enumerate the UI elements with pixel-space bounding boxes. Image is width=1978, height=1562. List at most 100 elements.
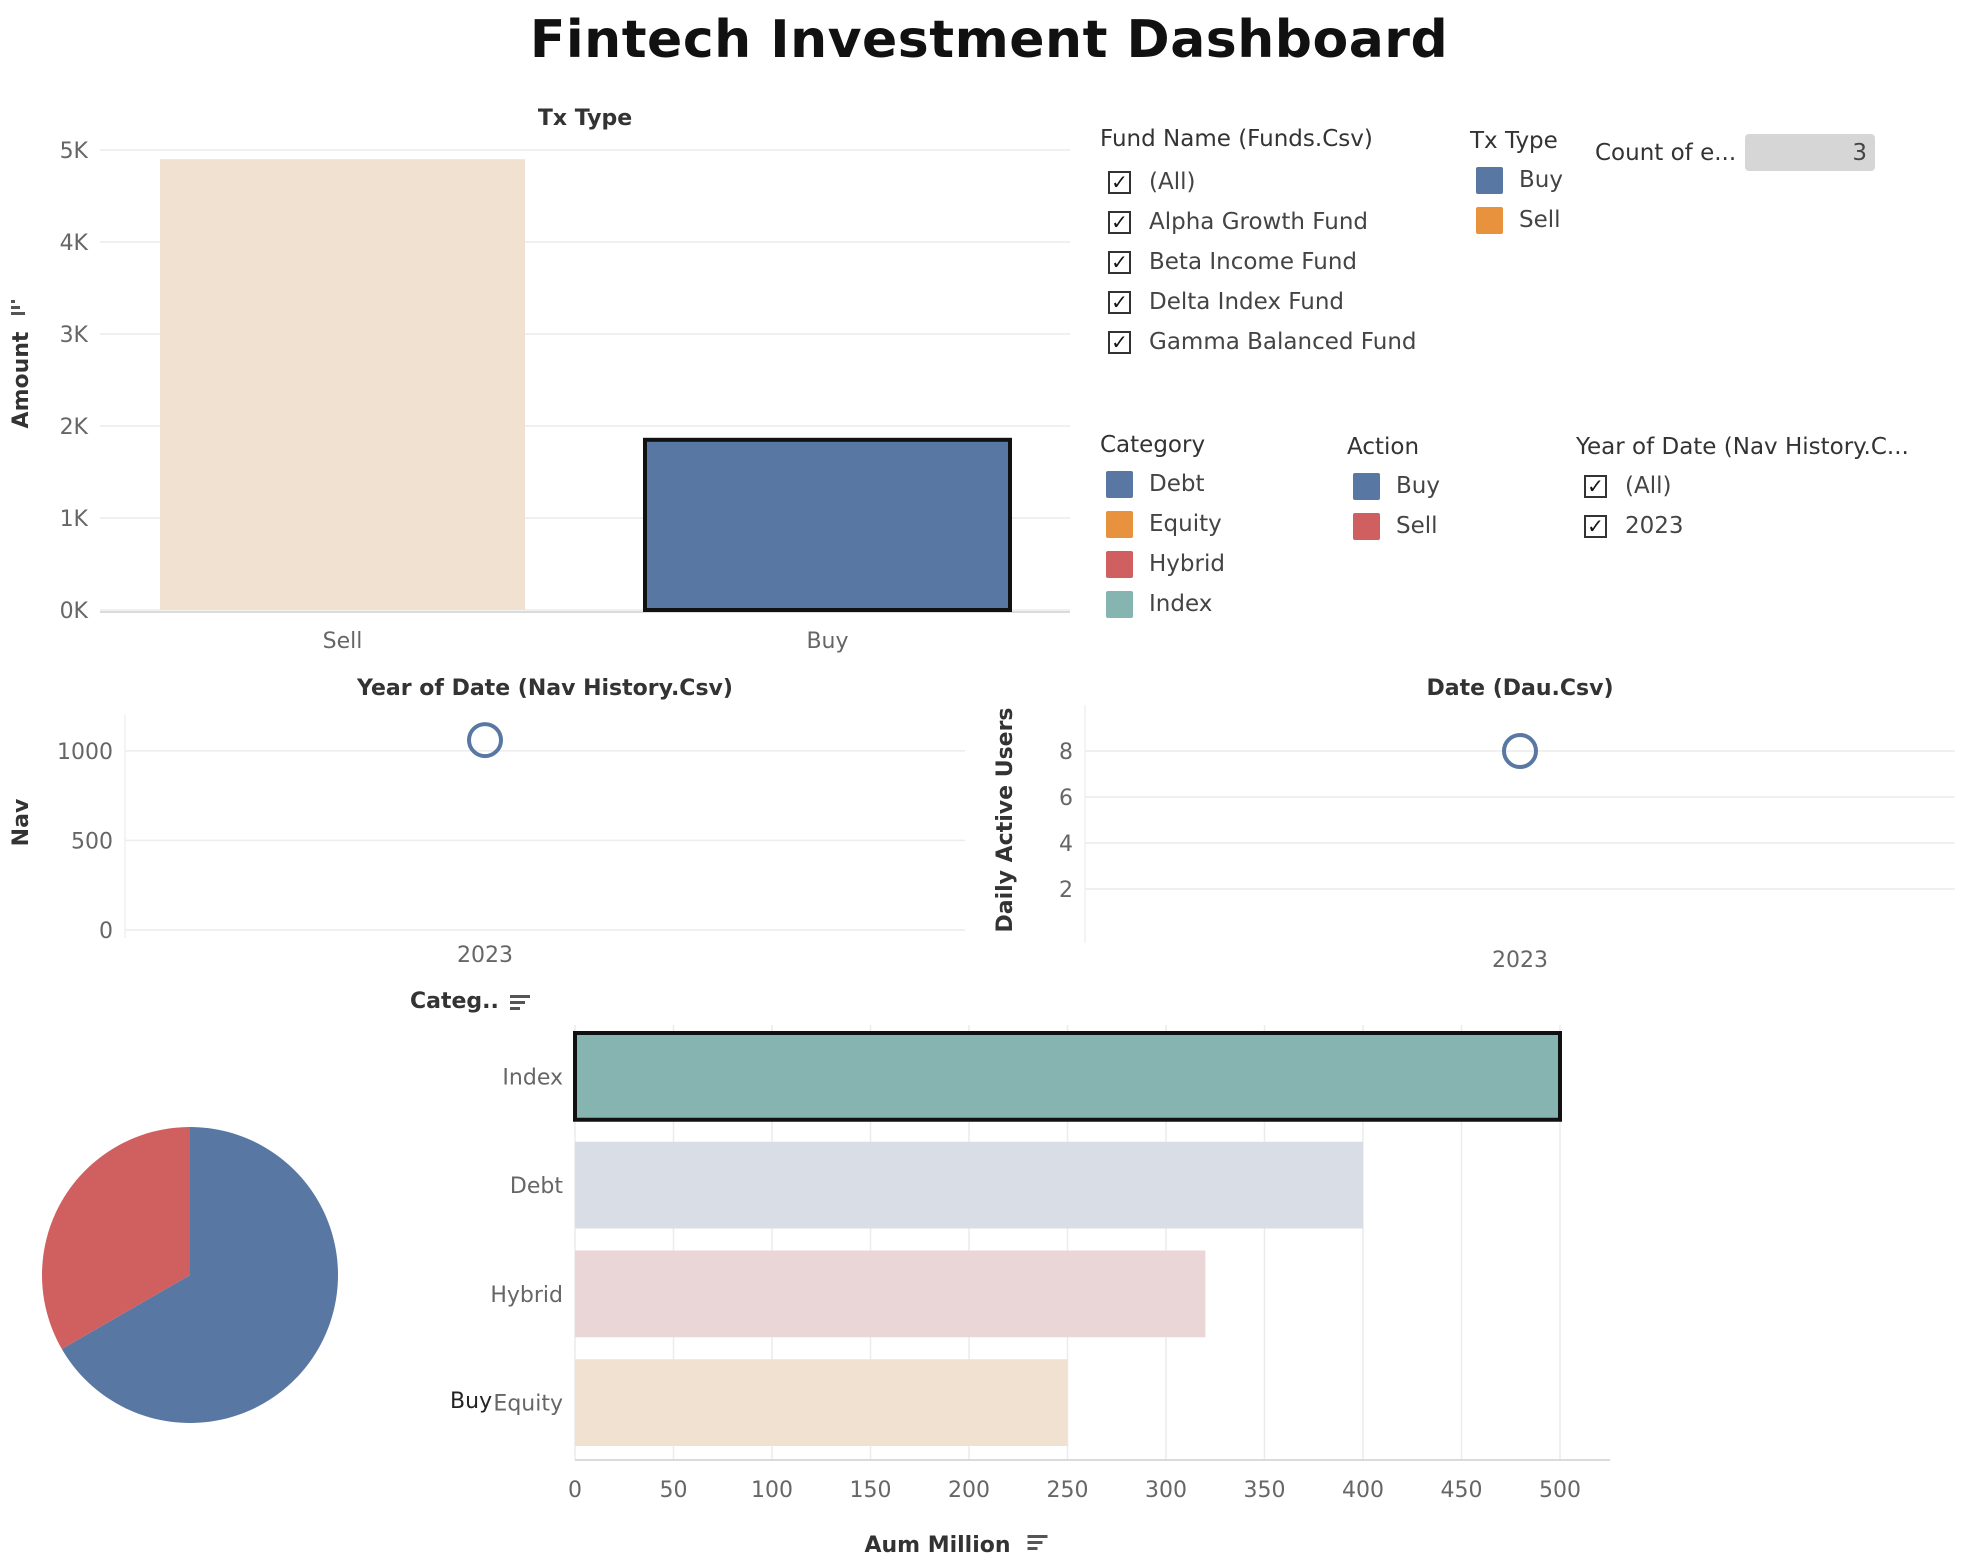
y-tick-label: 4K	[60, 231, 89, 256]
legend-item-label: Debt	[1149, 471, 1205, 497]
legend-item-index[interactable]: Index	[1100, 584, 1225, 624]
y-axis-label: Categ..	[410, 989, 499, 1014]
x-tick-label: 500	[1539, 1478, 1581, 1503]
legend-item-label: Equity	[1149, 511, 1222, 537]
sort-icon	[1027, 1535, 1048, 1538]
x-tick-label: 400	[1342, 1478, 1384, 1503]
y-axis-label: Nav	[9, 798, 34, 846]
legend-swatch-buy	[1476, 166, 1503, 194]
checkbox-checked-icon[interactable]: ✓	[1108, 170, 1131, 194]
sort-icon	[1027, 1547, 1038, 1550]
legend-swatch-sell	[1353, 512, 1380, 540]
y-axis-label: Daily Active Users	[993, 707, 1018, 932]
sort-icon	[11, 300, 15, 303]
fund-filter-option-delta[interactable]: ✓ Delta Index Fund	[1100, 282, 1417, 322]
x-tick-label: 50	[660, 1478, 688, 1503]
checkbox-checked-icon[interactable]: ✓	[1108, 290, 1131, 314]
sort-icon	[11, 306, 20, 309]
x-tick-label: 250	[1047, 1478, 1089, 1503]
legend-swatch-hybrid	[1106, 550, 1133, 578]
legend-item-action-sell[interactable]: Sell	[1347, 506, 1440, 546]
bar	[575, 1141, 1363, 1229]
fund-filter-option-label: Delta Index Fund	[1149, 289, 1345, 315]
sort-icon	[510, 1001, 525, 1004]
x-axis-label: Aum Million	[864, 1533, 1010, 1558]
bar	[573, 1031, 1562, 1122]
year-filter-option-2023[interactable]: ✓ 2023	[1576, 506, 1909, 546]
year-filter-option-label: (All)	[1625, 473, 1672, 499]
checkbox-checked-icon[interactable]: ✓	[1108, 250, 1131, 274]
fund-filter-option-label: Gamma Balanced Fund	[1149, 329, 1417, 355]
x-tick-label: 350	[1244, 1478, 1286, 1503]
checkbox-checked-icon[interactable]: ✓	[1584, 474, 1607, 498]
y-tick-label: 6	[1059, 786, 1073, 811]
year-filter-option-all[interactable]: ✓ (All)	[1576, 466, 1909, 506]
y-tick-label: 1K	[60, 507, 89, 532]
legend-item-equity[interactable]: Equity	[1100, 504, 1225, 544]
chart-title: Tx Type	[538, 106, 632, 131]
x-tick-label: 2023	[457, 943, 513, 968]
fund-filter-option-label: Beta Income Fund	[1149, 249, 1358, 275]
legend-swatch-debt	[1106, 470, 1133, 498]
pie-label: Buy	[450, 1389, 492, 1414]
x-tick-label: 0	[568, 1478, 582, 1503]
bar	[575, 1359, 1068, 1446]
legend-item-debt[interactable]: Debt	[1100, 464, 1225, 504]
dashboard-title: Fintech Investment Dashboard	[529, 10, 1449, 70]
y-tick-label: 500	[71, 829, 113, 854]
action-legend: Action Buy Sell	[1347, 434, 1440, 546]
aum-category-chart: 0 50 100 150 200 250 300 350 400 450 500 Index Debt H…	[410, 989, 1610, 1558]
fund-name-filter: Fund Name (Funds.Csv) ✓ (All) ✓ Alpha Gr…	[1100, 126, 1417, 362]
year-filter: Year of Date (Nav History.C... ✓ (All) ✓…	[1576, 434, 1909, 546]
legend-item-hybrid[interactable]: Hybrid	[1100, 544, 1225, 584]
y-tick-label: 0K	[60, 599, 89, 624]
y-tick-label: 1000	[57, 740, 113, 765]
checkbox-checked-icon[interactable]: ✓	[1108, 330, 1131, 354]
fund-filter-option-label: (All)	[1149, 169, 1196, 195]
legend-item-tx-buy[interactable]: Buy	[1470, 160, 1563, 200]
action-legend-title: Action	[1347, 434, 1420, 460]
x-tick-label: Sell	[323, 629, 363, 654]
y-tick-label: 0	[99, 919, 113, 944]
tx-type-legend-title: Tx Type	[1470, 128, 1558, 154]
fund-filter-option-beta[interactable]: ✓ Beta Income Fund	[1100, 242, 1417, 282]
fund-filter-option-all[interactable]: ✓ (All)	[1100, 162, 1417, 202]
legend-item-tx-sell[interactable]: Sell	[1470, 200, 1563, 240]
year-filter-title: Year of Date (Nav History.C...	[1576, 434, 1909, 460]
data-point	[467, 722, 503, 759]
checkbox-checked-icon[interactable]: ✓	[1108, 210, 1131, 234]
y-tick-label: 4	[1059, 832, 1073, 857]
x-tick-label: 300	[1145, 1478, 1187, 1503]
chart-title: Year of Date (Nav History.Csv)	[356, 676, 733, 701]
legend-item-action-buy[interactable]: Buy	[1347, 466, 1440, 506]
legend-item-label: Buy	[1519, 167, 1563, 193]
legend-item-label: Index	[1149, 591, 1213, 617]
sort-icon	[11, 312, 25, 315]
fund-filter-option-alpha[interactable]: ✓ Alpha Growth Fund	[1100, 202, 1417, 242]
year-filter-option-label: 2023	[1625, 513, 1684, 539]
legend-swatch-buy	[1353, 472, 1380, 500]
chart-title: Date (Dau.Csv)	[1426, 676, 1613, 701]
tx-type-legend: Tx Type Buy Sell	[1470, 128, 1563, 240]
dau-date-chart: Date (Dau.Csv) 2 4 6 8 2023 Daily Active Users	[993, 676, 1955, 973]
fund-filter-option-label: Alpha Growth Fund	[1149, 209, 1368, 235]
y-tick-label: Index	[502, 1065, 563, 1090]
pie-slice	[41, 1127, 191, 1349]
checkbox-checked-icon[interactable]: ✓	[1584, 514, 1607, 538]
bar	[643, 437, 1012, 612]
fund-filter-option-gamma[interactable]: ✓ Gamma Balanced Fund	[1100, 322, 1417, 362]
y-tick-label: Hybrid	[490, 1283, 563, 1308]
y-tick-label: 5K	[60, 139, 89, 164]
y-tick-label: 2K	[60, 415, 89, 440]
legend-item-label: Buy	[1396, 473, 1440, 499]
category-legend: Category Debt Equity Hybrid Index	[1100, 432, 1225, 624]
legend-item-label: Hybrid	[1149, 551, 1225, 577]
sort-icon	[510, 1007, 520, 1010]
y-tick-label: Equity	[493, 1392, 563, 1417]
x-tick-label: Buy	[806, 629, 848, 654]
legend-item-label: Sell	[1519, 207, 1561, 233]
fund-name-filter-title: Fund Name (Funds.Csv)	[1100, 126, 1373, 152]
x-tick-label: 150	[850, 1478, 892, 1503]
sort-icon	[510, 995, 530, 998]
